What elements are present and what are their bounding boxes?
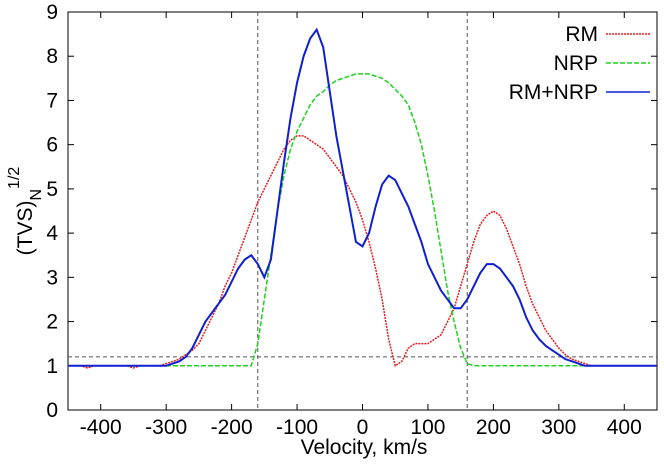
y-tick-label: 7 [46,89,58,112]
y-tick-label: 3 [46,266,58,289]
legend-label: RM [565,23,598,46]
x-tick-label: -300 [145,416,187,439]
y-tick-label: 8 [46,45,58,68]
x-tick-label: -200 [211,416,253,439]
x-tick-label: -100 [276,416,318,439]
y-tick-label: 2 [46,311,58,334]
y-tick-label: 1 [46,355,58,378]
x-tick-label: 300 [541,416,576,439]
y-tick-label: 5 [46,178,58,201]
y-tick-label: 0 [46,399,58,422]
x-axis-label: Velocity, km/s [301,436,428,459]
y-label-main: (TVS) [14,200,37,255]
y-label-sub: N [28,189,45,201]
y-tick-label: 9 [46,1,58,24]
x-tick-label: 100 [410,416,445,439]
y-label-sup: 1/2 [6,167,23,189]
series-line [68,73,657,367]
legend-label: RM+NRP [509,81,598,104]
legend-label: NRP [554,52,598,75]
x-tick-label: 200 [476,416,511,439]
y-tick-label: 6 [46,134,58,157]
x-tick-label: -400 [80,416,122,439]
series-line [68,135,657,369]
y-tick-label: 4 [46,222,58,245]
x-tick-label: 400 [607,416,642,439]
y-axis-label: (TVS)N 1/2 [6,167,45,256]
x-tick-label: 0 [357,416,369,439]
series-line [68,27,657,367]
